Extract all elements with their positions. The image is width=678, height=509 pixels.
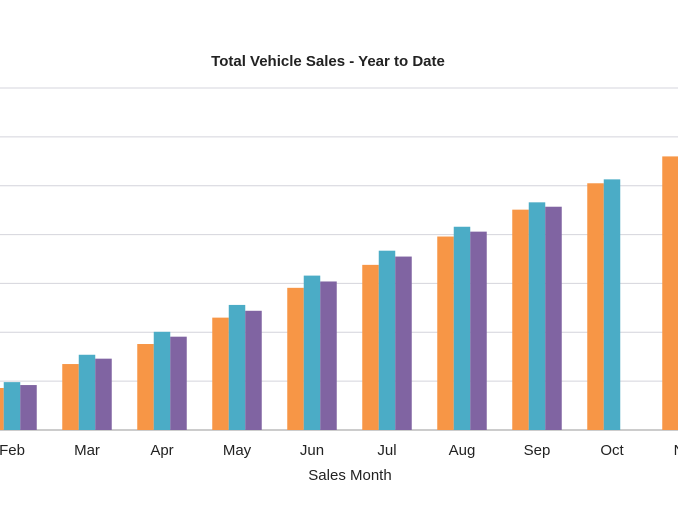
x-tick-label: Oct bbox=[600, 442, 624, 459]
x-tick-label: Sep bbox=[524, 442, 551, 459]
bar bbox=[153, 331, 171, 430]
bar bbox=[0, 387, 4, 430]
bar bbox=[228, 304, 246, 430]
bar bbox=[395, 256, 412, 430]
x-tick-label: Jun bbox=[300, 442, 324, 459]
x-tick-label: Mar bbox=[74, 442, 100, 459]
bar bbox=[662, 156, 678, 430]
bar bbox=[62, 364, 79, 430]
x-tick-label: Jul bbox=[377, 442, 396, 459]
bar bbox=[603, 179, 621, 430]
bar bbox=[95, 358, 112, 430]
bar bbox=[453, 226, 471, 430]
bar bbox=[528, 202, 546, 430]
bar bbox=[20, 385, 37, 430]
x-tick-label: Apr bbox=[150, 442, 173, 459]
bar bbox=[362, 264, 379, 430]
bar bbox=[287, 287, 304, 430]
bar bbox=[3, 382, 21, 430]
bar bbox=[545, 206, 562, 430]
bar bbox=[587, 183, 604, 430]
bar bbox=[470, 231, 487, 430]
x-tick-label: Aug bbox=[449, 442, 476, 459]
bar bbox=[320, 281, 337, 430]
bar bbox=[245, 310, 262, 430]
bar bbox=[78, 354, 96, 430]
x-tick-label: Nov bbox=[674, 442, 678, 459]
x-tick-label: Feb bbox=[0, 442, 25, 459]
x-axis-title: Sales Month bbox=[308, 467, 391, 484]
bar bbox=[512, 209, 529, 430]
bar bbox=[137, 344, 154, 430]
bar bbox=[170, 336, 187, 430]
x-tick-label: May bbox=[223, 442, 252, 459]
chart-title: Total Vehicle Sales - Year to Date bbox=[211, 53, 445, 70]
bar bbox=[378, 250, 396, 430]
bar bbox=[437, 236, 454, 430]
bar bbox=[303, 275, 321, 430]
bar bbox=[212, 317, 229, 430]
